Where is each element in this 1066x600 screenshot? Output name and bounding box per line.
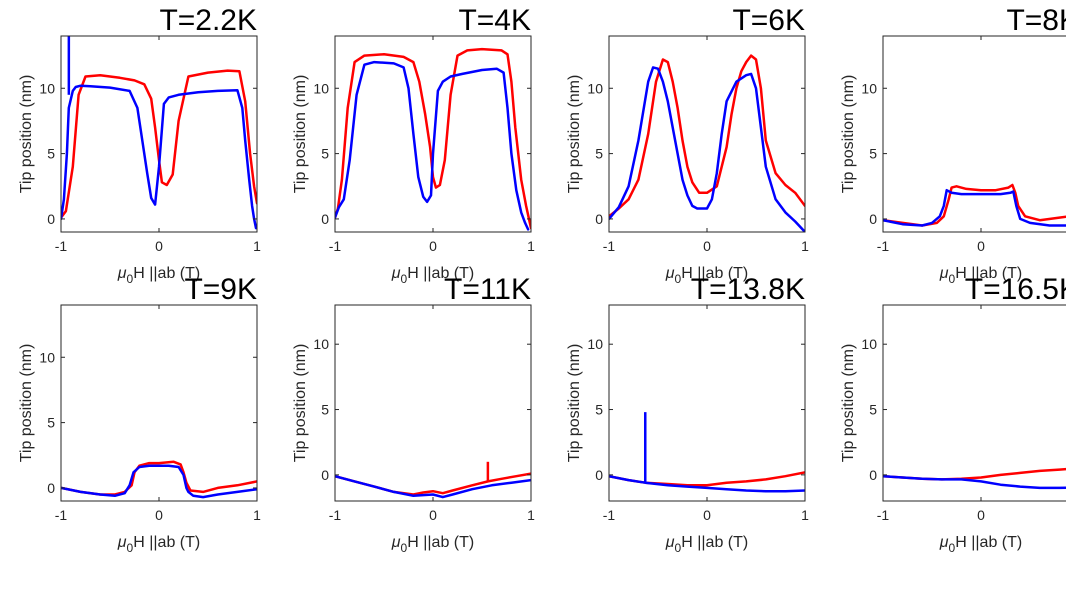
- y-tick-label: 5: [321, 146, 329, 162]
- series-line-blue: [883, 474, 1066, 490]
- y-tick-label: 5: [47, 415, 55, 431]
- series-line-blue: [609, 474, 805, 493]
- x-axis-label: μ0H ||ab (T): [939, 265, 1022, 286]
- x-tick-label: 0: [977, 507, 985, 523]
- x-tick-label: 0: [977, 238, 985, 254]
- panel-title: T=13.8K: [691, 273, 805, 306]
- y-tick-label: 0: [321, 467, 329, 483]
- x-tick-label: 1: [253, 238, 261, 254]
- y-tick-label: 0: [869, 211, 877, 227]
- x-tick-label: 0: [703, 238, 711, 254]
- y-tick-label: 10: [587, 336, 603, 352]
- y-axis-label: Tip position (nm): [292, 75, 309, 194]
- y-tick-label: 0: [321, 211, 329, 227]
- x-tick-label: 1: [527, 507, 535, 523]
- series-line-blue: [335, 474, 531, 499]
- y-tick-label: 10: [39, 349, 55, 365]
- series-line-red: [61, 69, 257, 219]
- x-tick-label: 0: [429, 238, 437, 254]
- x-tick-label: 0: [155, 507, 163, 523]
- y-tick-label: 5: [869, 146, 877, 162]
- panel-title: T=16.5K: [965, 273, 1066, 306]
- y-tick-label: 0: [47, 211, 55, 227]
- y-axis-label: Tip position (nm): [18, 344, 35, 463]
- y-tick-label: 10: [861, 336, 877, 352]
- x-tick-label: 0: [703, 507, 711, 523]
- x-tick-label: 1: [253, 507, 261, 523]
- y-axis-label: Tip position (nm): [566, 75, 583, 194]
- series-line-red: [61, 460, 257, 496]
- y-tick-label: 10: [313, 80, 329, 96]
- axes-box: [608, 304, 806, 502]
- y-tick-label: 0: [595, 467, 603, 483]
- axes-box: [882, 35, 1066, 233]
- axes-box: [60, 35, 258, 233]
- y-axis-label: Tip position (nm): [840, 344, 857, 463]
- x-tick-label: -1: [877, 507, 890, 523]
- y-tick-label: 10: [861, 80, 877, 96]
- y-tick-label: 10: [39, 80, 55, 96]
- panel-title: T=11K: [444, 273, 531, 306]
- x-tick-label: -1: [603, 238, 616, 254]
- x-tick-label: -1: [55, 507, 68, 523]
- y-tick-label: 0: [869, 467, 877, 483]
- x-tick-label: 1: [801, 238, 809, 254]
- series-line-red: [335, 47, 531, 230]
- x-tick-label: 1: [527, 238, 535, 254]
- x-tick-label: -1: [603, 507, 616, 523]
- x-axis-label: μ0H ||ab (T): [391, 265, 474, 286]
- x-tick-label: -1: [55, 238, 68, 254]
- x-tick-label: -1: [329, 507, 342, 523]
- series-line-red: [883, 183, 1066, 227]
- series-line-blue: [335, 60, 530, 231]
- y-tick-label: 5: [321, 402, 329, 418]
- x-tick-label: -1: [877, 238, 890, 254]
- x-axis-label: μ0H ||ab (T): [665, 534, 748, 555]
- panel-title: T=6K: [732, 4, 805, 37]
- y-axis-label: Tip position (nm): [292, 344, 309, 463]
- y-tick-label: 5: [595, 402, 603, 418]
- series-line-blue: [61, 84, 257, 230]
- panel-title: T=8K: [1006, 4, 1066, 37]
- y-tick-label: 5: [869, 402, 877, 418]
- x-axis-label: μ0H ||ab (T): [117, 534, 200, 555]
- y-tick-label: 10: [587, 80, 603, 96]
- x-axis-label: μ0H ||ab (T): [391, 534, 474, 555]
- series-line-red: [609, 471, 805, 487]
- series-line-blue: [883, 188, 1066, 227]
- x-tick-label: -1: [329, 238, 342, 254]
- panel-title: T=4K: [458, 4, 531, 37]
- y-axis-label: Tip position (nm): [18, 75, 35, 194]
- series-line-blue: [61, 464, 257, 499]
- y-tick-label: 5: [595, 146, 603, 162]
- series-line-blue: [609, 66, 805, 232]
- y-axis-label: Tip position (nm): [566, 344, 583, 463]
- axes-box: [334, 304, 532, 502]
- y-tick-label: 10: [313, 336, 329, 352]
- y-tick-label: 5: [47, 146, 55, 162]
- y-tick-label: 0: [47, 480, 55, 496]
- x-tick-label: 1: [801, 507, 809, 523]
- x-tick-label: 0: [429, 507, 437, 523]
- panel-title: T=2.2K: [159, 4, 257, 37]
- x-axis-label: μ0H ||ab (T): [117, 265, 200, 286]
- x-axis-label: μ0H ||ab (T): [939, 534, 1022, 555]
- y-tick-label: 0: [595, 211, 603, 227]
- series-line-red: [609, 54, 805, 218]
- y-axis-label: Tip position (nm): [840, 75, 857, 194]
- x-axis-label: μ0H ||ab (T): [665, 265, 748, 286]
- panel-title: T=9K: [184, 273, 257, 306]
- x-tick-label: 0: [155, 238, 163, 254]
- axes-box: [60, 304, 258, 502]
